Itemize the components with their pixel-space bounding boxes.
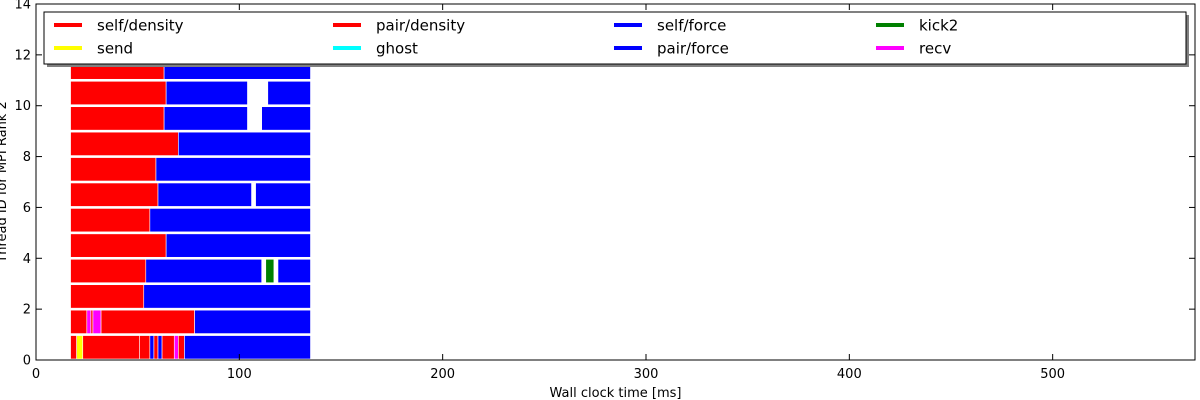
task-bar-thread-0-2 <box>82 335 141 360</box>
legend-label: self/density <box>97 17 184 35</box>
y-tick-label: 6 <box>23 201 31 216</box>
task-bar-thread-10-2 <box>267 80 311 106</box>
task-bar-thread-4-0 <box>70 233 167 258</box>
task-bar-thread-9-0 <box>70 106 165 131</box>
task-bar-thread-0-9 <box>178 335 185 360</box>
y-axis-ticks: 0 2 4 6 8 10 12 14 <box>14 0 1195 369</box>
y-tick-label: 4 <box>23 252 31 267</box>
task-bar-thread-7-0 <box>70 157 157 182</box>
x-axis-label: Wall clock time [ms] <box>550 386 682 400</box>
x-tick-label: 0 <box>32 367 40 382</box>
legend-label: pair/density <box>376 17 465 35</box>
task-bar-thread-0-6 <box>157 335 163 360</box>
task-bar-thread-8-1 <box>178 131 311 156</box>
task-bar-thread-0-10 <box>184 335 311 360</box>
task-bars <box>70 55 311 360</box>
task-bar-thread-9-2 <box>261 106 311 131</box>
task-bar-thread-1-4 <box>100 309 195 334</box>
task-bar-thread-1-2 <box>90 309 94 334</box>
y-tick-label: 2 <box>23 303 31 318</box>
legend-items: self/density send pair/density ghost self/fo… <box>54 17 958 58</box>
legend-label: pair/force <box>657 40 729 58</box>
task-bar-thread-8-0 <box>70 131 179 156</box>
task-bar-thread-3-0 <box>70 258 147 284</box>
task-bar-thread-6-2 <box>255 182 311 207</box>
task-bar-thread-7-1 <box>155 157 311 182</box>
task-bar-thread-6-1 <box>157 182 252 207</box>
y-tick-label: 8 <box>23 150 31 165</box>
task-bar-thread-5-0 <box>70 208 151 233</box>
x-tick-label: 500 <box>1040 367 1065 382</box>
task-bar-thread-0-8 <box>173 335 179 360</box>
legend-label: kick2 <box>919 17 958 35</box>
x-tick-label: 400 <box>837 367 862 382</box>
y-tick-label: 0 <box>23 354 31 369</box>
task-bar-thread-4-1 <box>165 233 311 258</box>
task-bar-thread-3-1 <box>145 258 263 284</box>
task-bar-thread-2-1 <box>143 284 311 309</box>
task-bar-thread-2-0 <box>70 284 145 309</box>
x-tick-label: 100 <box>227 367 252 382</box>
task-bar-thread-5-1 <box>149 208 311 233</box>
x-axis-ticks: 0 100 200 300 400 500 <box>32 4 1065 382</box>
legend-label: self/force <box>657 17 726 35</box>
task-bar-thread-10-1 <box>165 80 248 106</box>
y-tick-label: 14 <box>14 0 31 13</box>
task-bar-thread-1-3 <box>92 309 102 334</box>
task-bar-thread-3-3 <box>277 258 311 284</box>
x-tick-label: 300 <box>634 367 659 382</box>
task-bar-thread-1-0 <box>70 309 88 334</box>
task-bar-thread-0-3 <box>139 335 151 360</box>
task-bar-thread-1-5 <box>194 309 311 334</box>
y-tick-label: 10 <box>14 99 31 114</box>
x-tick-label: 200 <box>430 367 455 382</box>
y-tick-label: 12 <box>14 48 31 63</box>
plot-frame <box>35 3 1196 361</box>
task-bar-thread-0-7 <box>161 335 175 360</box>
task-bar-thread-10-0 <box>70 80 167 106</box>
task-bar-thread-0-0 <box>70 335 77 360</box>
task-bar-thread-6-0 <box>70 182 159 207</box>
task-bar-thread-9-1 <box>163 106 248 131</box>
legend-label: send <box>97 40 133 58</box>
legend: self/density send pair/density ghost self/fo… <box>43 11 1189 67</box>
y-axis-label: Thread ID for MPI Rank 2 <box>0 101 10 263</box>
legend-label: recv <box>919 40 951 58</box>
task-bar-thread-0-4 <box>149 335 155 360</box>
task-bar-thread-3-2 <box>265 258 275 284</box>
task-bar-thread-0-1 <box>76 335 84 360</box>
legend-label: ghost <box>376 40 418 58</box>
task-bar-thread-0-5 <box>153 335 159 360</box>
task-bar-thread-1-1 <box>86 309 92 334</box>
legend-box <box>43 11 1187 65</box>
